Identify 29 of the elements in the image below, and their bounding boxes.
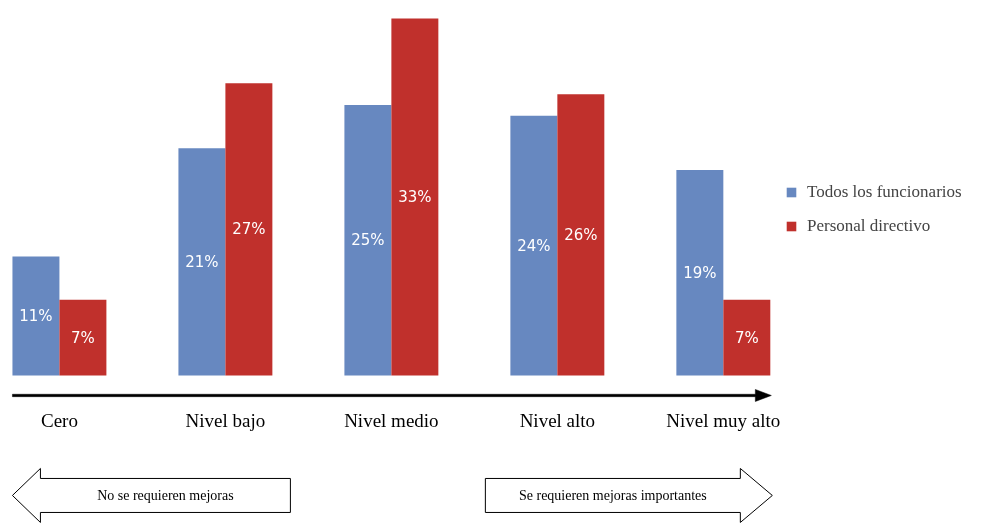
text: No se requieren mejoras [97, 487, 234, 503]
data-label: 24% [517, 236, 551, 255]
legend-label: Personal directivo [807, 216, 931, 236]
legend-label: Todos los funcionarios [807, 182, 962, 202]
data-label: 33% [398, 187, 432, 206]
bar [225, 83, 273, 376]
bar [723, 299, 771, 376]
data-label: 21% [185, 252, 219, 271]
x-tick-label: Nivel muy alto [666, 409, 781, 431]
data-label: 27% [232, 220, 266, 239]
bar [59, 299, 107, 376]
data-label: 26% [564, 225, 598, 244]
data-label: 19% [683, 263, 717, 282]
bar [12, 256, 60, 376]
x-tick-label: Nivel medio [344, 409, 439, 431]
x-tick-label: Nivel bajo [185, 409, 266, 431]
bar [510, 115, 558, 376]
bar [391, 18, 439, 376]
bar [344, 105, 392, 376]
x-tick-label: Cero [40, 409, 78, 431]
bar [178, 148, 226, 376]
bar [557, 94, 605, 376]
data-label: 11% [19, 306, 53, 325]
bar [676, 169, 724, 376]
x-tick-label: Nivel alto [519, 409, 596, 431]
data-label: 7% [71, 328, 95, 347]
data-label: 7% [734, 328, 759, 347]
data-label: 25% [351, 231, 385, 250]
text: Se requieren mejoras importantes [518, 487, 707, 503]
